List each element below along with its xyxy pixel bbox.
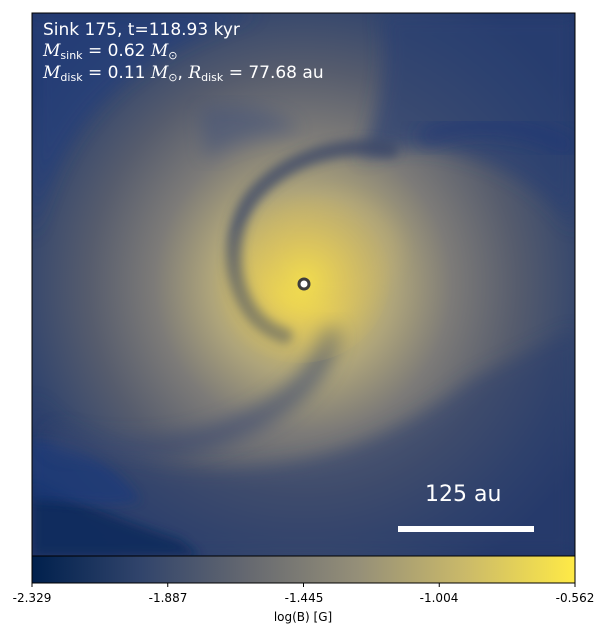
colorbar-label: log(B) [G] [273,610,333,624]
figure-title: Sink 175, t=118.93 kyr [43,20,240,40]
colorbar-tick-label: -1.445 [284,591,324,605]
sink-mass-label: Msink = 0.62 M⊙ [43,41,178,62]
colorbar [31,555,576,584]
sink-mass-value: = 0.62 [87,41,146,61]
colorbar-tick-label: -1.004 [419,591,459,605]
scale-bar-label: 125 au [425,482,502,507]
colorbar-tick-label: -0.562 [555,591,595,605]
disk-radius-value: = 77.68 [228,63,298,83]
disk-radius-unit: au [302,63,324,83]
magnetic-field-map [32,13,575,556]
disk-label: Mdisk = 0.11 M⊙, Rdisk = 77.68 au [43,63,324,84]
colorbar-tick-label: -2.329 [12,591,52,605]
colorbar-tick-marks [31,583,576,587]
sink-marker [297,277,311,291]
colorbar-tick-label: -1.887 [148,591,188,605]
disk-mass-value: = 0.11 [87,63,146,83]
scale-bar [398,526,534,532]
